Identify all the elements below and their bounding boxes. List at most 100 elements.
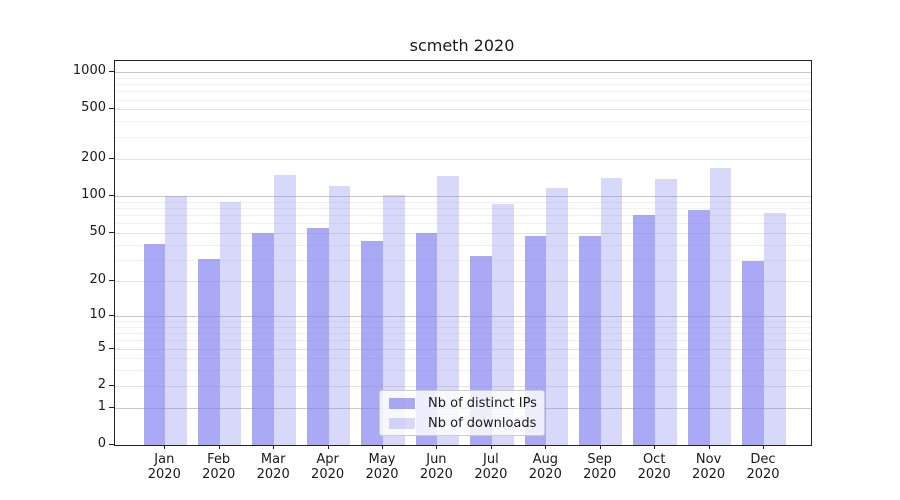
- bar-ips-sep: [578, 235, 601, 445]
- bar-downloads-nov: [709, 168, 732, 445]
- bar-ips-jan: [143, 244, 166, 445]
- x-tick-jul: [490, 445, 492, 449]
- gridline-70: [115, 214, 811, 216]
- x-tick-jun: [436, 445, 438, 449]
- legend-label: Nb of distinct IPs: [428, 395, 537, 411]
- x-tick-apr: [327, 445, 329, 449]
- y-tick-label-50: 50: [89, 223, 106, 239]
- y-tick-2: [109, 384, 114, 386]
- bar-downloads-jun: [437, 175, 460, 445]
- gridline-400: [115, 121, 811, 123]
- gridline-5: [115, 348, 811, 350]
- y-tick-50: [109, 231, 114, 233]
- y-tick-0: [109, 444, 114, 446]
- bar-ips-may: [361, 240, 383, 445]
- gridline-20: [115, 280, 811, 282]
- x-tick-nov: [708, 445, 710, 449]
- y-tick-1: [109, 406, 114, 408]
- x-tick-mar: [273, 445, 275, 449]
- x-tick-jan: [164, 445, 166, 449]
- y-tick-label-1000: 1000: [72, 63, 106, 78]
- y-tick-label-500: 500: [81, 100, 106, 116]
- y-tick-5: [109, 347, 114, 349]
- bar-ips-nov: [687, 210, 710, 445]
- gridline-9: [115, 320, 811, 322]
- bar-downloads-may: [383, 195, 405, 445]
- x-tick-oct: [654, 445, 656, 449]
- gridline-3: [115, 370, 811, 372]
- gridline-7: [115, 332, 811, 334]
- x-tick-label-feb: Feb 2020: [202, 452, 236, 482]
- bar-downloads-jul: [491, 204, 514, 445]
- gridline-30: [115, 259, 811, 261]
- x-tick-feb: [218, 445, 220, 449]
- gridline-700: [115, 91, 811, 93]
- x-tick-label-dec: Dec 2020: [746, 452, 780, 482]
- bar-downloads-aug: [546, 187, 569, 445]
- x-tick-label-mar: Mar 2020: [256, 452, 290, 482]
- y-tick-1000: [109, 71, 114, 72]
- gridline-6: [115, 340, 811, 342]
- x-tick-dec: [763, 445, 764, 449]
- bar-ips-mar: [252, 232, 275, 445]
- bar-downloads-mar: [274, 175, 296, 445]
- bar-ips-dec: [742, 261, 764, 445]
- bar-downloads-oct: [655, 179, 677, 445]
- y-tick-label-100: 100: [81, 186, 106, 202]
- gridline-200: [115, 158, 811, 160]
- legend: Nb of distinct IPs Nb of downloads: [379, 390, 545, 436]
- y-tick-label-5: 5: [97, 339, 106, 355]
- legend-swatch-icon: [389, 417, 415, 429]
- y-tick-100: [109, 194, 114, 196]
- gridline-10: [115, 315, 811, 317]
- bar-ips-feb: [197, 259, 220, 445]
- gridline-40: [115, 244, 811, 246]
- gridline-90: [115, 201, 811, 203]
- bar-downloads-feb: [219, 202, 242, 445]
- gridline-600: [115, 99, 811, 101]
- y-tick-500: [109, 108, 114, 110]
- x-tick-label-may: May 2020: [365, 452, 399, 482]
- gridline-300: [115, 136, 811, 138]
- y-tick-label-2: 2: [97, 376, 106, 392]
- gridline-900: [115, 77, 811, 79]
- x-tick-label-jun: Jun 2020: [419, 452, 453, 482]
- legend-row-ips: Nb of distinct IPs: [380, 393, 544, 413]
- gridline-8: [115, 326, 811, 328]
- x-tick-label-jul: Jul 2020: [474, 452, 508, 482]
- gridline-60: [115, 223, 811, 225]
- x-tick-label-nov: Nov 2020: [692, 452, 726, 482]
- bar-ips-oct: [633, 215, 656, 445]
- y-tick-label-200: 200: [81, 149, 106, 165]
- y-tick-200: [109, 157, 114, 159]
- chart-title: scmeth 2020: [409, 36, 515, 55]
- gridline-800: [115, 84, 811, 85]
- gridline-1000: [115, 72, 811, 73]
- x-tick-label-aug: Aug 2020: [528, 452, 562, 482]
- bar-downloads-sep: [600, 178, 623, 445]
- y-tick-20: [109, 279, 114, 281]
- x-tick-may: [382, 445, 383, 449]
- legend-label: Nb of downloads: [428, 415, 537, 431]
- bar-downloads-apr: [328, 185, 351, 445]
- x-tick-label-jan: Jan 2020: [147, 452, 181, 482]
- gridline-4: [115, 358, 811, 360]
- bar-ips-apr: [306, 228, 329, 445]
- legend-items: Nb of distinct IPs Nb of downloads: [380, 393, 544, 433]
- gridline-100: [115, 195, 811, 197]
- y-tick-10: [109, 314, 114, 316]
- y-tick-label-10: 10: [89, 306, 106, 322]
- plot-area: Nb of distinct IPs Nb of downloads: [114, 60, 812, 446]
- y-tick-label-20: 20: [89, 271, 106, 287]
- legend-row-downloads: Nb of downloads: [380, 413, 544, 433]
- gridline-500: [115, 109, 811, 111]
- bar-downloads-jan: [165, 195, 188, 445]
- y-tick-label-1: 1: [97, 398, 106, 414]
- bar-downloads-dec: [764, 213, 786, 445]
- y-tick-label-0: 0: [97, 436, 106, 452]
- x-tick-label-oct: Oct 2020: [637, 452, 671, 482]
- gridline-80: [115, 207, 811, 209]
- x-tick-label-sep: Sep 2020: [583, 452, 617, 482]
- legend-swatch-icon: [389, 397, 415, 409]
